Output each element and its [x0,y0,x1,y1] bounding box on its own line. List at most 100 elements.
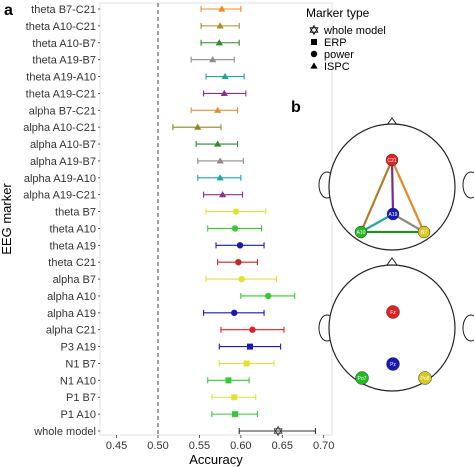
y-tick-label: alpha A19-C21 [23,190,96,202]
star-marker-down [309,27,319,36]
data-point [215,242,265,249]
y-tick-label: theta B7-C21 [31,4,96,16]
y-tick-label: theta C21 [48,257,96,269]
star-marker-down [273,428,283,437]
square-marker [231,394,238,401]
electrode: Pz [386,357,400,371]
y-tick-label: theta A10-C21 [26,21,96,33]
electrode-label: Fz [390,310,396,316]
data-point [172,123,222,131]
triangle-marker [216,174,224,181]
triangle-marker [209,56,217,63]
y-tick-label: P1 B7 [66,392,96,404]
triangle-marker [310,62,318,69]
electrode-label: A19 [389,212,398,218]
electrodes: C21 A19 A10 B7 [354,153,431,239]
data-point [238,425,316,437]
legend-entry: whole model [309,24,386,37]
circle-marker [310,50,318,58]
panel-label-a: a [4,2,13,19]
y-tick-label: theta A19-C21 [26,88,96,100]
x-tick-label: 0.45 [106,440,127,452]
accuracy-forest-plot: theta B7-C21 theta A10-C21 theta A10-B7 the… [0,2,334,467]
data-point [190,106,239,114]
electrode-dot [355,371,369,385]
x-tick-label: 0.70 [313,440,334,452]
electrode-label: Po7 [358,376,367,382]
y-tick-labels: theta B7-C21 theta A10-C21 theta A10-B7 the… [23,4,100,438]
head-diagram-electrodes: Fz Pz Po7 Po8 [318,257,474,392]
triangle-marker [219,191,227,198]
square-marker [232,411,239,418]
square-marker [311,39,317,45]
electrode-dot [386,305,400,319]
connection-line [359,159,394,233]
x-tick-label: 0.65 [272,440,293,452]
legend-title: Marker type [306,6,370,20]
triangle-marker [216,157,224,164]
triangle-marker [218,5,226,12]
data-point [217,259,258,266]
data-point [205,208,267,215]
data-point [200,39,240,46]
electrode-dot [418,371,432,385]
circle-marker [235,259,242,266]
data-point [205,275,278,283]
y-tick-label: theta A19 [50,240,97,252]
triangle-marker [216,22,224,29]
data-point [211,411,258,418]
electrode: B7 [417,225,431,239]
square-marker [243,360,250,367]
electrode-dot [417,225,431,239]
connection-line [390,159,426,233]
y-tick-label: alpha A19-A10 [24,173,96,185]
electrode: Po7 [355,371,369,385]
electrodes: Fz Pz Po7 Po8 [355,305,432,385]
data-point [207,377,250,384]
electrode-label: A10 [357,230,366,236]
square-marker [246,343,253,350]
electrode-dot [386,357,400,371]
y-tick-label: alpha B7 [53,274,96,286]
data-point [218,360,275,367]
legend-entry-label: whole model [323,25,386,37]
triangle-marker [220,89,228,96]
electrode: A10 [354,225,368,239]
electrode: A19 [386,207,400,221]
data-point [197,174,242,181]
star-marker-up [273,425,283,434]
circle-marker [236,242,244,249]
electrode-label: C21 [387,158,396,164]
y-tick-label: alpha A10-C21 [23,122,96,134]
circle-marker [249,326,256,333]
legend-entry: power [310,49,354,61]
data-point [197,157,244,164]
panel-label-b: b [291,99,301,116]
data-point [203,89,247,97]
data-point [200,5,242,12]
y-tick-label: alpha A10-B7 [30,139,96,151]
data-point [200,22,240,29]
scalp-outline [328,264,456,392]
y-tick-label: N1 B7 [65,358,96,370]
data-point [240,292,296,300]
legend-entry-label: ISPC [324,61,350,73]
square-marker [225,377,232,384]
y-tick-label: theta B7 [55,207,96,219]
y-tick-label: alpha A19-B7 [30,156,96,168]
y-tick-label: P1 A10 [61,409,96,421]
electrode-label: B7 [421,230,427,236]
y-tick-label: theta A19-B7 [32,55,96,67]
electrode-label: Pz [390,362,396,368]
circle-marker [231,309,238,317]
circle-marker [232,208,240,215]
data-point [218,343,282,350]
right-ear [462,314,474,342]
triangle-marker [221,72,229,80]
circle-marker [238,275,245,283]
y-tick-label: theta A19-A10 [26,72,96,84]
electrode: Fz [386,305,400,319]
data-marks [172,5,316,437]
